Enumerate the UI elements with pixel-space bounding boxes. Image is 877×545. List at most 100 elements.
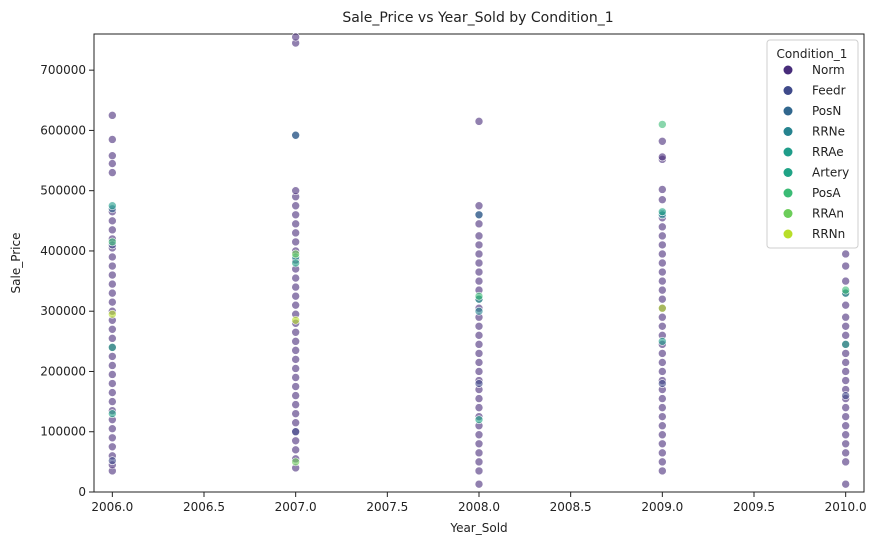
legend-label-rrae: RRAe — [812, 145, 844, 159]
data-point-norm — [108, 379, 117, 388]
data-point-norm — [658, 321, 667, 331]
data-point-norm — [291, 346, 300, 355]
data-point-norm — [474, 358, 484, 367]
data-point-norm — [474, 448, 484, 458]
data-point-norm — [291, 186, 300, 195]
legend-marker-rrnn — [783, 229, 793, 239]
data-point-norm — [841, 321, 850, 331]
data-point-norm — [841, 403, 850, 412]
data-point-posn — [291, 130, 300, 140]
x-tick-label: 2008.0 — [458, 500, 500, 514]
data-point-norm — [474, 349, 484, 358]
data-point-feedr — [474, 379, 484, 388]
data-point-norm — [474, 276, 484, 286]
data-point-norm — [474, 249, 484, 259]
data-point-norm — [658, 258, 667, 268]
data-point-norm — [658, 349, 667, 358]
data-point-norm — [108, 334, 117, 343]
data-point-norm — [658, 152, 667, 162]
legend-label-artery: Artery — [812, 166, 849, 180]
legend-label-rrne: RRNe — [812, 125, 845, 139]
data-point-norm — [291, 355, 300, 364]
data-points — [108, 32, 850, 489]
data-point-artery — [841, 340, 850, 349]
data-point-norm — [841, 421, 850, 431]
data-point-norm — [108, 361, 117, 370]
data-point-norm — [658, 222, 667, 232]
data-point-norm — [841, 430, 850, 440]
data-point-norm — [474, 201, 484, 211]
data-point-norm — [658, 231, 667, 241]
data-point-norm — [841, 457, 850, 467]
data-point-norm — [291, 418, 300, 427]
data-point-posa — [658, 120, 667, 129]
data-point-rrnn — [658, 303, 667, 313]
data-point-norm — [474, 117, 484, 126]
data-point-rrnn — [291, 315, 300, 325]
data-point-norm — [291, 337, 300, 346]
data-point-feedr — [658, 379, 667, 388]
data-point-posn — [474, 210, 484, 220]
data-point-norm — [474, 219, 484, 229]
data-point-norm — [474, 258, 484, 268]
data-point-norm — [291, 328, 300, 337]
data-point-norm — [108, 135, 117, 144]
data-point-artery — [291, 258, 300, 268]
legend-label-norm: Norm — [812, 63, 845, 77]
data-point-artery — [474, 415, 484, 424]
x-tick-label: 2009.5 — [733, 500, 775, 514]
x-tick-label: 2007.5 — [366, 500, 408, 514]
legend-marker-rrne — [783, 127, 793, 136]
data-point-norm — [108, 442, 117, 452]
legend-marker-rran — [783, 209, 793, 218]
data-point-norm — [841, 412, 850, 421]
data-point-norm — [291, 237, 300, 247]
data-point-norm — [108, 252, 117, 262]
data-point-norm — [291, 273, 300, 283]
data-point-norm — [474, 479, 484, 489]
data-point-norm — [658, 249, 667, 259]
x-tick-label: 2008.5 — [550, 500, 592, 514]
data-point-norm — [841, 358, 850, 367]
data-point-norm — [108, 324, 117, 334]
data-point-norm — [474, 394, 484, 403]
data-point-artery — [108, 409, 117, 418]
data-point-norm — [658, 403, 667, 412]
data-point-norm — [474, 367, 484, 376]
data-point-rrae — [108, 201, 117, 211]
y-tick-label: 400000 — [40, 244, 86, 258]
data-point-norm — [658, 448, 667, 458]
legend: Condition_1 Norm Feedr PosN RRNe RRAe Artery P… — [766, 39, 859, 249]
data-point-norm — [108, 424, 117, 434]
x-axis-title: Year_Sold — [449, 521, 507, 535]
data-point-norm — [291, 409, 300, 418]
y-axis-title: Sale_Price — [9, 233, 23, 294]
data-point-norm — [841, 312, 850, 322]
data-point-norm — [474, 340, 484, 349]
data-point-norm — [658, 394, 667, 403]
data-point-norm — [108, 225, 117, 235]
data-point-norm — [291, 210, 300, 220]
data-point-norm — [108, 388, 117, 397]
data-point-norm — [291, 400, 300, 409]
data-point-artery — [658, 207, 667, 217]
legend-label-rrnn: RRNn — [812, 227, 845, 241]
data-point-norm — [474, 403, 484, 412]
data-point-norm — [841, 349, 850, 358]
data-point-posa — [108, 237, 117, 247]
data-point-norm — [291, 32, 300, 42]
data-point-norm — [658, 430, 667, 440]
data-point-norm — [658, 267, 667, 277]
data-point-norm — [658, 412, 667, 421]
x-tick-label: 2007.0 — [275, 500, 317, 514]
data-point-norm — [291, 373, 300, 382]
legend-label-posn: PosN — [812, 104, 841, 118]
legend-title: Condition_1 — [777, 47, 848, 61]
data-point-norm — [841, 448, 850, 458]
data-point-rrne — [474, 306, 484, 316]
data-point-norm — [658, 466, 667, 476]
data-point-norm — [841, 300, 850, 310]
data-point-feedr — [108, 456, 117, 465]
data-point-norm — [291, 219, 300, 229]
legend-label-feedr: Feedr — [812, 84, 846, 98]
